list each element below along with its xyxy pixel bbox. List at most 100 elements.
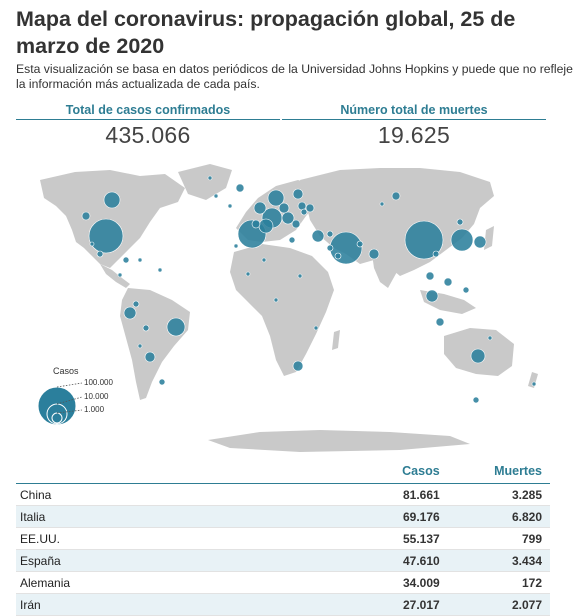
case-bubble[interactable] — [292, 188, 304, 200]
case-bubble[interactable] — [207, 175, 213, 181]
total-cases-value: 435.066 — [105, 122, 191, 148]
case-bubble[interactable] — [273, 297, 279, 303]
case-bubble[interactable] — [432, 250, 440, 258]
case-bubble[interactable] — [450, 228, 474, 252]
case-bubble[interactable] — [278, 202, 290, 214]
cases-column-header[interactable]: Casos — [362, 460, 448, 484]
cases-cell: 81.661 — [362, 483, 448, 506]
land-india — [372, 254, 398, 288]
case-bubble[interactable] — [233, 243, 239, 249]
total-cases-label: Total de casos confirmados — [16, 103, 280, 120]
case-bubble[interactable] — [166, 317, 186, 337]
cases-cell: 34.009 — [362, 571, 448, 594]
cases-cell: 47.610 — [362, 549, 448, 572]
land-new-zealand — [528, 372, 538, 388]
case-bubble[interactable] — [137, 343, 143, 349]
deaths-column-header[interactable]: Muertes — [447, 460, 550, 484]
case-bubble[interactable] — [258, 218, 274, 234]
legend-title: Casos — [53, 366, 79, 376]
land-madagascar — [332, 330, 340, 350]
deaths-cell: 2.077 — [447, 593, 550, 616]
case-bubble[interactable] — [472, 396, 480, 404]
case-bubble[interactable] — [311, 229, 325, 243]
deaths-cell: 799 — [447, 527, 550, 550]
total-deaths-value: 19.625 — [377, 122, 451, 148]
case-bubble[interactable] — [235, 183, 245, 193]
case-bubble[interactable] — [379, 201, 385, 207]
case-bubble[interactable] — [157, 267, 163, 273]
case-bubble[interactable] — [305, 203, 315, 213]
land-north-america — [40, 170, 185, 268]
case-bubble[interactable] — [122, 256, 130, 264]
case-bubble[interactable] — [291, 219, 301, 229]
case-bubble[interactable] — [356, 240, 364, 248]
case-bubble[interactable] — [88, 218, 124, 254]
land-antarctica — [208, 430, 470, 452]
table-row: Italia 69.176 6.820 — [16, 505, 550, 528]
page-subtitle: Esta visualización se basa en datos peri… — [16, 62, 573, 91]
land-japan — [484, 226, 494, 250]
case-bubble[interactable] — [326, 244, 334, 252]
case-bubble[interactable] — [326, 230, 334, 238]
case-bubble[interactable] — [227, 203, 233, 209]
case-bubble[interactable] — [329, 231, 363, 265]
case-bubble[interactable] — [96, 250, 104, 258]
legend-leader-10000 — [56, 396, 83, 405]
case-bubble[interactable] — [313, 325, 319, 331]
case-bubble[interactable] — [281, 211, 295, 225]
deaths-cell: 172 — [447, 571, 550, 594]
land-greenland — [178, 164, 232, 200]
world-map[interactable] — [0, 150, 583, 460]
case-bubble[interactable] — [89, 241, 95, 247]
table-row: España 47.610 3.434 — [16, 549, 550, 572]
page-title: Mapa del coronavirus: propagación global… — [16, 7, 516, 58]
case-bubble[interactable] — [267, 189, 285, 207]
case-bubble[interactable] — [253, 201, 267, 215]
case-bubble[interactable] — [292, 360, 304, 372]
legend-circle-1000 — [51, 412, 63, 424]
case-bubble[interactable] — [245, 271, 251, 277]
case-bubble[interactable] — [117, 272, 123, 278]
case-bubble[interactable] — [144, 351, 156, 363]
case-bubble[interactable] — [142, 324, 150, 332]
country-cell: Irán — [16, 593, 362, 616]
country-cell: EE.UU. — [16, 527, 362, 550]
case-bubble[interactable] — [425, 271, 435, 281]
country-cell: Italia — [16, 505, 362, 528]
case-bubble[interactable] — [251, 219, 261, 229]
case-bubble[interactable] — [81, 211, 91, 221]
deaths-cell: 3.434 — [447, 549, 550, 572]
case-bubble[interactable] — [435, 317, 445, 327]
case-bubble[interactable] — [334, 252, 342, 260]
legend-leader-100000 — [56, 382, 83, 388]
land-central-america — [100, 264, 130, 288]
case-bubble[interactable] — [213, 193, 219, 199]
case-bubble[interactable] — [288, 236, 296, 244]
case-bubble[interactable] — [158, 378, 166, 386]
case-bubble[interactable] — [404, 220, 444, 260]
case-bubble[interactable] — [531, 381, 537, 387]
case-bubble[interactable] — [456, 218, 464, 226]
case-bubble[interactable] — [300, 208, 308, 216]
case-bubble[interactable] — [137, 257, 143, 263]
case-bubble[interactable] — [123, 306, 137, 320]
case-bubble[interactable] — [473, 235, 487, 249]
table-row: Alemania 34.009 172 — [16, 571, 550, 594]
case-bubble[interactable] — [297, 273, 303, 279]
case-bubble[interactable] — [487, 335, 493, 341]
case-bubble[interactable] — [443, 277, 453, 287]
legend-label-1000: 1.000 — [84, 405, 105, 414]
case-bubble[interactable] — [261, 257, 267, 263]
table-row: China 81.661 3.285 — [16, 483, 550, 506]
country-column-header — [16, 460, 362, 484]
case-bubble[interactable] — [368, 248, 380, 260]
case-bubble[interactable] — [462, 286, 470, 294]
case-bubble[interactable] — [391, 191, 401, 201]
case-bubble[interactable] — [103, 191, 121, 209]
country-cell: China — [16, 483, 362, 506]
case-bubble[interactable] — [470, 348, 486, 364]
country-cell: España — [16, 549, 362, 572]
case-bubble[interactable] — [132, 300, 140, 308]
land-south-america — [120, 288, 190, 400]
case-bubble[interactable] — [425, 289, 439, 303]
